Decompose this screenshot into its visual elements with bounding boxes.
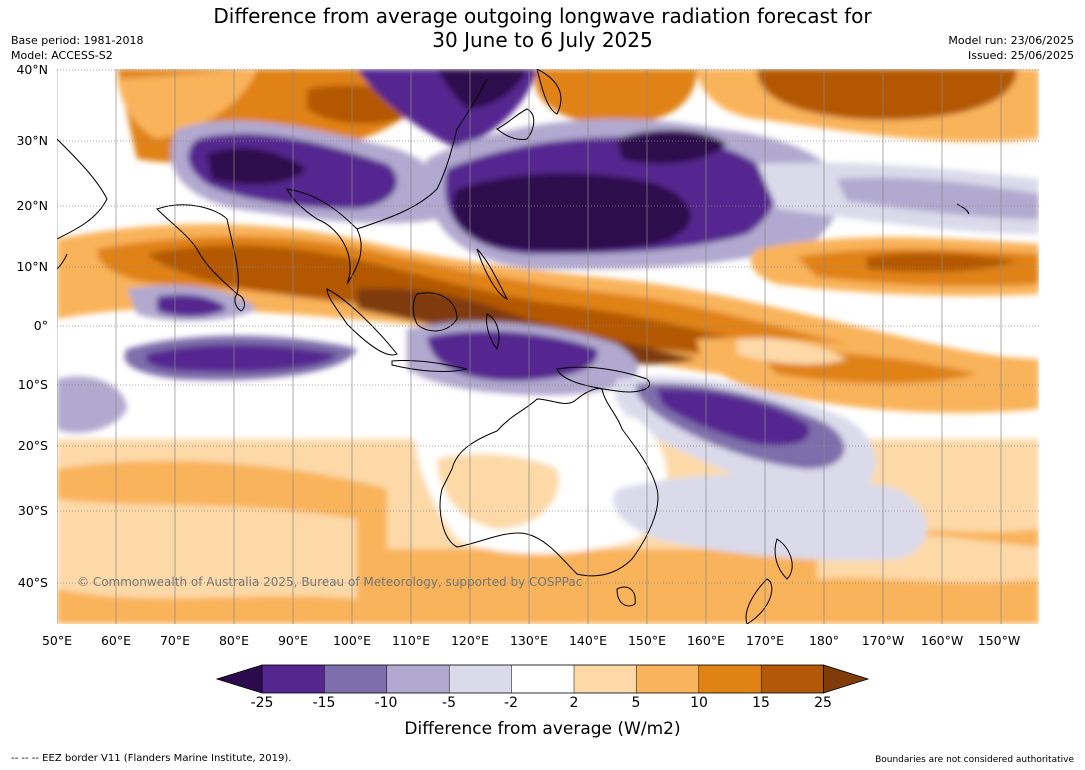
lon-label-170e: 170°E — [745, 633, 784, 648]
boundaries-disclaimer: Boundaries are not considered authoritat… — [875, 755, 1074, 765]
colorbar-swatch — [324, 665, 387, 693]
model-name: Model: ACCESS-S2 — [11, 49, 113, 62]
anomaly-map: © Commonwealth of Australia 2025, Bureau… — [57, 69, 1039, 624]
colorbar-swatch — [698, 665, 762, 693]
colorbar-tick-label: 5 — [631, 695, 641, 711]
lon-label-120e: 120°E — [450, 633, 489, 648]
lon-label-50e: 50°E — [41, 633, 73, 648]
lat-label-40s: 40°S — [17, 575, 48, 590]
lon-label-130e: 130°E — [509, 633, 548, 648]
colorbar-tick-label: 10 — [690, 695, 708, 711]
colorbar — [216, 664, 870, 694]
colorbar-swatch — [386, 665, 450, 693]
map-panel: © Commonwealth of Australia 2025, Bureau… — [57, 69, 1039, 624]
meta-right: Model run: 23/06/2025 Issued: 25/06/2025 — [948, 33, 1074, 63]
lon-label-100e: 100°E — [332, 633, 371, 648]
lat-label-0: 0° — [33, 318, 48, 333]
lon-label-180: 180° — [808, 633, 840, 648]
colorbar-swatch — [574, 665, 637, 693]
base-period: Base period: 1981-2018 — [11, 34, 144, 47]
lon-label-80e: 80°E — [218, 633, 250, 648]
colorbar-outline — [261, 664, 824, 694]
lat-label-10s: 10°S — [17, 377, 48, 392]
colorbar-title: Difference from average (W/m2) — [404, 719, 681, 739]
lat-label-20n: 20°N — [16, 198, 48, 213]
lon-label-170w: 170°W — [861, 633, 905, 648]
meta-left: Base period: 1981-2018 Model: ACCESS-S2 — [11, 33, 143, 63]
coastlines — [57, 69, 970, 624]
lat-label-30n: 30°N — [16, 133, 48, 148]
colorbar-tick-label: -2 — [504, 695, 518, 711]
title-line-2: 30 June to 6 July 2025 — [432, 28, 653, 52]
colorbar-swatch — [262, 665, 325, 693]
lon-label-70e: 70°E — [159, 633, 191, 648]
gridlines — [57, 69, 1039, 624]
anomaly-field — [57, 69, 1039, 624]
colorbar-swatch — [511, 665, 574, 693]
model-run: Model run: 23/06/2025 — [948, 34, 1074, 47]
colorbar-swatch-highest — [823, 664, 870, 694]
colorbar-tick-label: 15 — [752, 695, 770, 711]
colorbar-tick-label: 25 — [814, 695, 832, 711]
lat-label-10n: 10°N — [16, 259, 48, 274]
colorbar-tick-label: -25 — [250, 695, 274, 711]
colorbar-swatch-lowest — [216, 664, 263, 694]
colorbar-tick-label: -15 — [312, 695, 336, 711]
lon-label-160w: 160°W — [920, 633, 964, 648]
issued-date: Issued: 25/06/2025 — [967, 49, 1074, 62]
lon-label-150w: 150°W — [977, 633, 1021, 648]
colorbar-swatch — [636, 665, 699, 693]
lon-label-90e: 90°E — [277, 633, 309, 648]
lat-label-40n: 40°N — [16, 62, 48, 77]
colorbar-swatch — [449, 665, 512, 693]
lon-label-110e: 110°E — [391, 633, 430, 648]
copyright-notice: © Commonwealth of Australia 2025, Bureau… — [77, 575, 582, 589]
title-line-1: Difference from average outgoing longwav… — [213, 4, 872, 28]
colorbar-tick-label: -10 — [374, 695, 398, 711]
eez-border-legend: -- -- -- EEZ border V11 (Flanders Marine… — [11, 753, 292, 764]
lon-label-150e: 150°E — [627, 633, 666, 648]
colorbar-swatch — [761, 665, 824, 693]
colorbar-tick-label: 2 — [569, 695, 579, 711]
map-title: Difference from average outgoing longwav… — [0, 4, 1085, 52]
lon-label-140e: 140°E — [568, 633, 607, 648]
colorbar-tick-label: -5 — [442, 695, 456, 711]
lon-label-60e: 60°E — [100, 633, 132, 648]
lat-label-20s: 20°S — [17, 438, 48, 453]
lon-label-160e: 160°E — [686, 633, 725, 648]
lat-label-30s: 30°S — [17, 503, 48, 518]
